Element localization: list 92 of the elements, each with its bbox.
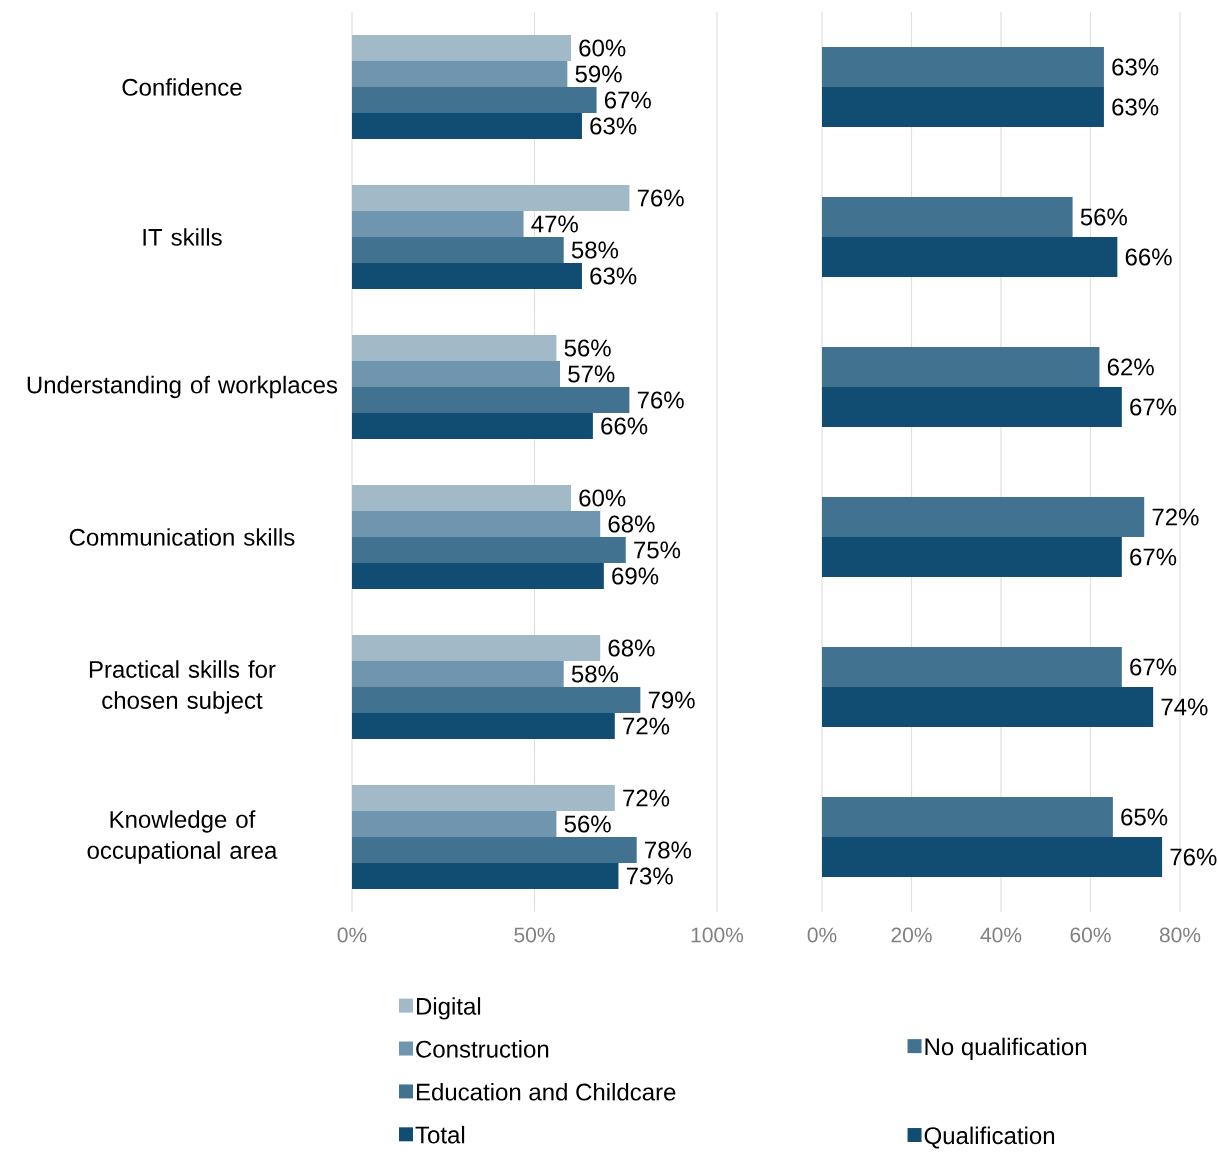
data-label: 56%: [564, 339, 611, 357]
data-label: 76%: [637, 391, 684, 409]
legend-label: No qualification: [925, 1037, 1087, 1061]
bar: [822, 537, 1122, 577]
bar: [822, 47, 1104, 87]
bar: [822, 387, 1122, 427]
bar: [352, 837, 637, 863]
x-tick-label: 60%: [1070, 927, 1111, 943]
x-tick-label: 20%: [891, 927, 932, 943]
legend-label: Education and Childcare: [416, 1082, 676, 1101]
data-label: 57%: [568, 365, 615, 383]
x-tick-label: 50%: [514, 927, 555, 943]
bar: [352, 87, 597, 113]
x-tick-label: 0%: [807, 927, 837, 943]
data-label: 63%: [590, 267, 637, 285]
bar: [822, 347, 1100, 387]
bar: [352, 687, 641, 713]
data-label: 56%: [564, 815, 611, 833]
bar: [352, 335, 557, 361]
legend-label: Construction: [416, 1040, 549, 1058]
data-label: 67%: [604, 91, 651, 109]
data-label: 63%: [1112, 58, 1159, 76]
y-tick-label: IT skills: [143, 228, 222, 246]
y-tick-label: Practical skills for chosen subject: [89, 660, 276, 714]
bar: [822, 197, 1073, 237]
bar: [352, 511, 601, 537]
data-label: 47%: [531, 215, 578, 233]
bar: [352, 185, 630, 211]
data-label: 65%: [1121, 808, 1168, 826]
bar: [822, 687, 1154, 727]
y-tick-label: Communication skills: [69, 528, 295, 546]
bar: [352, 413, 593, 439]
bar: [822, 797, 1113, 837]
data-label: 58%: [571, 241, 619, 259]
bar: [822, 497, 1145, 537]
bar: [352, 263, 582, 289]
x-tick-label: 80%: [1159, 927, 1201, 943]
legend-label: Total: [415, 1125, 465, 1144]
data-label: 73%: [626, 867, 673, 885]
bar: [352, 387, 630, 413]
legend-label: Digital: [416, 997, 481, 1020]
data-label: 76%: [1170, 848, 1217, 866]
data-label: 76%: [637, 189, 684, 207]
x-tick-label: 40%: [980, 927, 1022, 943]
data-label: 68%: [608, 515, 655, 533]
bar: [822, 647, 1122, 687]
bar: [352, 61, 568, 87]
bar: [352, 811, 557, 837]
bar: [352, 785, 615, 811]
bar: [352, 713, 615, 739]
y-tick-label: Confidence: [122, 78, 242, 96]
bar: [352, 635, 601, 661]
bar: [352, 661, 564, 687]
bar: [352, 237, 564, 263]
bar: [352, 211, 524, 237]
data-label: 79%: [648, 691, 695, 709]
data-label: 72%: [623, 789, 670, 807]
data-label: 75%: [634, 541, 681, 559]
bar: [352, 863, 619, 889]
y-tick-label: Knowledge of occupational area: [87, 810, 278, 864]
data-label: 74%: [1161, 698, 1208, 716]
x-tick-label: 100%: [691, 927, 744, 943]
data-label: 72%: [623, 717, 670, 735]
data-label: 66%: [1125, 248, 1172, 266]
y-tick-label: Understanding of workplaces: [27, 375, 338, 399]
bar: [822, 87, 1104, 127]
bar: [352, 485, 571, 511]
data-label: 56%: [1080, 208, 1127, 226]
data-label: 58%: [571, 665, 619, 683]
data-label: 67%: [1130, 548, 1177, 566]
bar: [352, 361, 561, 387]
data-label: 63%: [590, 117, 637, 135]
bar: [352, 537, 626, 563]
data-label: 59%: [575, 65, 622, 83]
data-label: 69%: [612, 567, 659, 585]
bar: [822, 837, 1163, 877]
data-label: 60%: [579, 39, 626, 57]
x-tick-label: 0%: [337, 927, 367, 943]
data-label: 72%: [1152, 508, 1199, 526]
data-label: 62%: [1107, 358, 1154, 376]
data-label: 68%: [608, 639, 655, 657]
data-label: 67%: [1130, 398, 1177, 416]
data-label: 60%: [579, 489, 626, 507]
bar: [352, 563, 604, 589]
data-label: 67%: [1130, 658, 1177, 676]
data-label: 63%: [1112, 98, 1159, 116]
legend-label: Qualification: [924, 1126, 1055, 1149]
bar: [352, 35, 571, 61]
data-label: 66%: [601, 417, 648, 435]
data-label: 78%: [645, 841, 692, 859]
bar: [822, 237, 1118, 277]
bar: [352, 113, 582, 139]
